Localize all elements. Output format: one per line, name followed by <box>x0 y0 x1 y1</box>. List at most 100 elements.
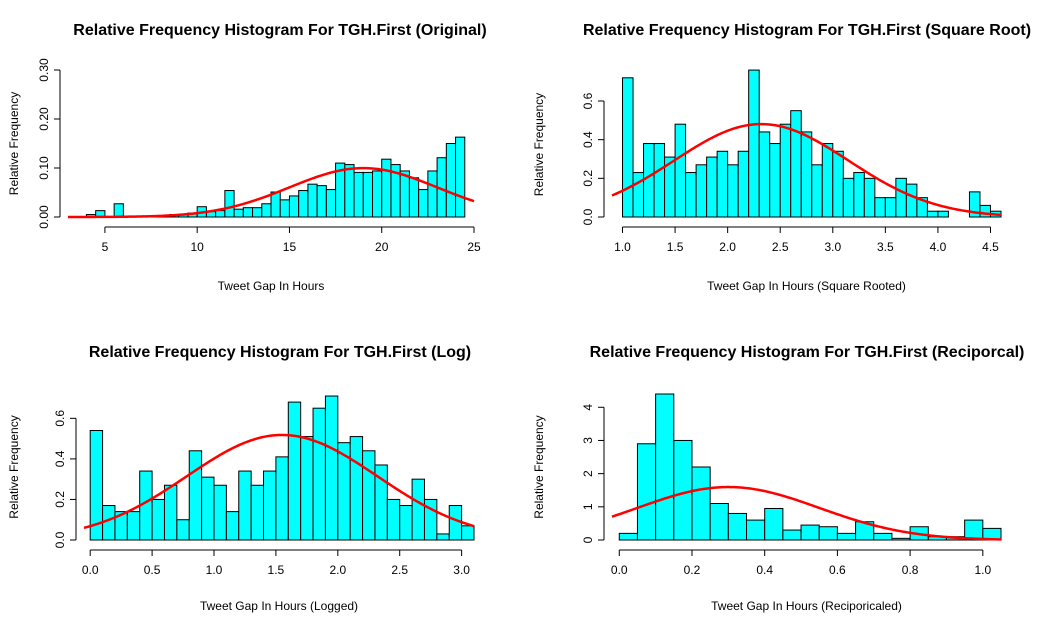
y-tick-label: 0.00 <box>37 205 51 229</box>
histogram-bar <box>300 436 314 541</box>
histogram-bar <box>891 537 911 541</box>
histogram-bar <box>764 507 784 541</box>
x-tick-label: 2.0 <box>329 563 346 577</box>
histogram-bar <box>399 505 413 541</box>
y-tick-label: 0.2 <box>581 170 595 187</box>
histogram-bar <box>800 131 813 218</box>
histogram-bar <box>279 199 290 218</box>
histogram-bar <box>746 519 766 541</box>
x-tick-label: 0.0 <box>82 563 99 577</box>
histogram-bar <box>224 190 235 218</box>
x-tick-label: 10 <box>191 240 205 254</box>
y-tick-label: 2 <box>581 470 595 477</box>
histogram-bar <box>706 156 718 218</box>
chart-title: Relative Frequency Histogram For TGH.Fir… <box>590 344 1025 361</box>
histogram-bar <box>386 498 401 541</box>
x-tick-label: 3.0 <box>824 240 841 254</box>
histogram-bar <box>163 484 178 541</box>
histogram-bar <box>275 456 289 541</box>
density-curve <box>68 166 475 219</box>
histogram-bar <box>937 210 949 218</box>
histogram-bar <box>818 526 838 541</box>
histogram-bar <box>188 450 203 541</box>
x-tick-label: 5 <box>102 240 109 254</box>
y-tick-label: 0.4 <box>53 450 67 467</box>
histogram-bar <box>727 512 748 541</box>
x-axis-label: Tweet Gap In Hours (Square Rooted) <box>707 279 906 293</box>
histogram-bar <box>926 210 939 218</box>
histogram-bar <box>252 207 263 218</box>
histogram-bar <box>113 203 124 218</box>
histogram-bar <box>213 484 227 541</box>
histogram-bar <box>411 478 425 541</box>
histogram-bar <box>895 177 907 218</box>
x-tick-label: 0.6 <box>829 563 846 577</box>
histogram-bar <box>836 532 857 541</box>
histogram-bar <box>362 171 374 218</box>
histogram-bar <box>674 123 687 218</box>
histogram-bar <box>215 210 226 218</box>
histogram-bar <box>968 191 981 218</box>
histogram-bar <box>316 185 327 218</box>
x-tick-label: 1.5 <box>667 240 684 254</box>
histogram-bar <box>287 401 302 541</box>
histogram-bar <box>782 529 802 541</box>
histogram-bar <box>418 189 429 218</box>
histogram-bar <box>716 150 729 218</box>
histogram-bar <box>685 172 697 218</box>
x-tick-label: 3.5 <box>877 240 894 254</box>
histogram-bar <box>653 143 666 218</box>
chart-title: Relative Frequency Histogram For TGH.Fir… <box>89 344 471 361</box>
histogram-bar <box>324 395 339 541</box>
x-tick-label: 1.5 <box>268 563 285 577</box>
histogram-bar <box>307 183 318 218</box>
histogram-bar <box>312 407 326 541</box>
histogram-bar <box>636 443 657 541</box>
x-tick-label: 1.0 <box>974 563 991 577</box>
histogram-bar <box>408 177 420 218</box>
histogram-bar <box>263 470 277 541</box>
y-tick-label: 0.0 <box>581 208 595 225</box>
histogram-bar <box>727 164 739 218</box>
histogram-bar <box>790 110 802 218</box>
histogram-bar <box>270 191 281 218</box>
y-tick-label: 0.6 <box>53 410 67 427</box>
x-tick-label: 2.0 <box>719 240 736 254</box>
histogram-bar <box>842 177 855 218</box>
histogram-bar <box>201 476 215 541</box>
density-curve <box>611 122 1002 217</box>
y-tick-label: 0.30 <box>37 58 51 82</box>
x-tick-label: 2.5 <box>391 563 408 577</box>
y-tick-label: 0.10 <box>37 156 51 180</box>
y-tick-label: 3 <box>581 437 595 444</box>
histogram-bar <box>643 143 655 218</box>
histogram-bar <box>381 158 392 218</box>
y-tick-label: 0 <box>581 536 595 543</box>
histogram-bar <box>979 204 991 218</box>
histogram-bar <box>964 519 984 541</box>
x-tick-label: 20 <box>375 240 389 254</box>
x-axis-label: Tweet Gap In Hours <box>218 279 325 293</box>
x-tick-label: 2.5 <box>772 240 789 254</box>
histogram-bar <box>372 170 383 218</box>
histogram-bar <box>832 150 844 218</box>
histogram-bar <box>758 131 771 218</box>
histogram-bar <box>233 208 244 218</box>
histogram-bar <box>709 503 729 541</box>
histogram-bar <box>811 164 823 218</box>
y-tick-label: 1 <box>581 503 595 510</box>
histogram-bar <box>126 511 141 541</box>
x-tick-label: 0.0 <box>611 563 628 577</box>
histogram-bar <box>884 197 897 218</box>
histogram-bar <box>427 170 438 218</box>
x-tick-label: 0.4 <box>756 563 773 577</box>
x-tick-label: 3.0 <box>453 563 470 577</box>
histogram-bar <box>89 430 104 541</box>
x-tick-label: 1.0 <box>206 563 223 577</box>
x-axis-label: Tweet Gap In Hours (Reciporicaled) <box>711 599 902 613</box>
histogram-bar <box>349 436 364 541</box>
histogram-bar <box>344 164 355 218</box>
x-axis-label: Tweet Gap In Hours (Logged) <box>200 599 358 613</box>
histogram-bar <box>436 533 450 541</box>
x-tick-label: 4.0 <box>930 240 947 254</box>
